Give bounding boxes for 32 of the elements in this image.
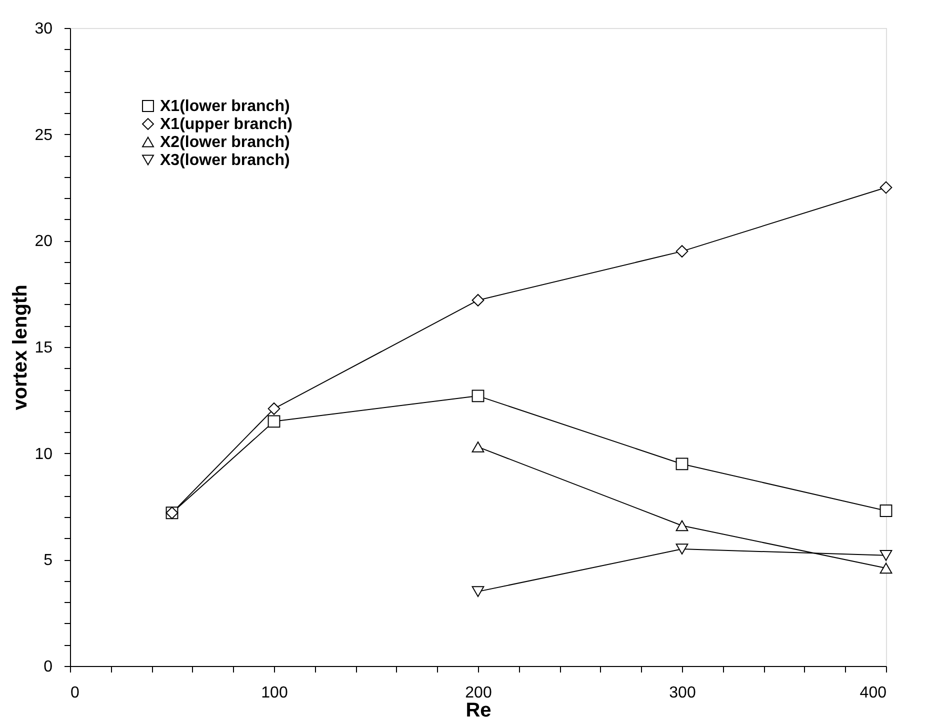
- point: [472, 442, 484, 452]
- legend-label: X1(lower branch): [160, 98, 290, 115]
- point: [472, 586, 484, 598]
- point: [268, 402, 280, 415]
- y-tick-label: 20: [34, 233, 53, 250]
- point: [472, 294, 484, 306]
- y-tick-label: 0: [44, 658, 53, 676]
- x-tick-label: 0: [70, 684, 80, 702]
- point: [472, 390, 484, 402]
- point: [676, 544, 688, 554]
- point: [880, 181, 892, 194]
- point: [676, 458, 688, 470]
- y-tick-label: 30: [34, 20, 53, 38]
- y-tick-label: 15: [34, 340, 53, 356]
- x-axis-title: Re: [466, 700, 492, 720]
- y-tick-label: 10: [34, 446, 53, 463]
- point: [676, 245, 688, 258]
- x-tick-label: 400: [860, 684, 887, 702]
- x-tick-label: 200: [465, 684, 492, 702]
- legend-label: X1(upper branch): [160, 116, 292, 133]
- legend-label: X2(lower branch): [160, 134, 290, 151]
- point: [676, 520, 688, 532]
- x-tick-label: 100: [261, 684, 288, 702]
- y-axis-title: vortex length: [10, 284, 32, 410]
- legend-label: X3(lower branch): [160, 152, 290, 169]
- point: [880, 562, 892, 574]
- point: [268, 415, 280, 428]
- y-tick-label: 25: [34, 126, 53, 144]
- point: [880, 550, 892, 561]
- y-tick-label: 5: [44, 552, 53, 570]
- point: [880, 504, 892, 517]
- x-tick-label: 300: [669, 684, 696, 702]
